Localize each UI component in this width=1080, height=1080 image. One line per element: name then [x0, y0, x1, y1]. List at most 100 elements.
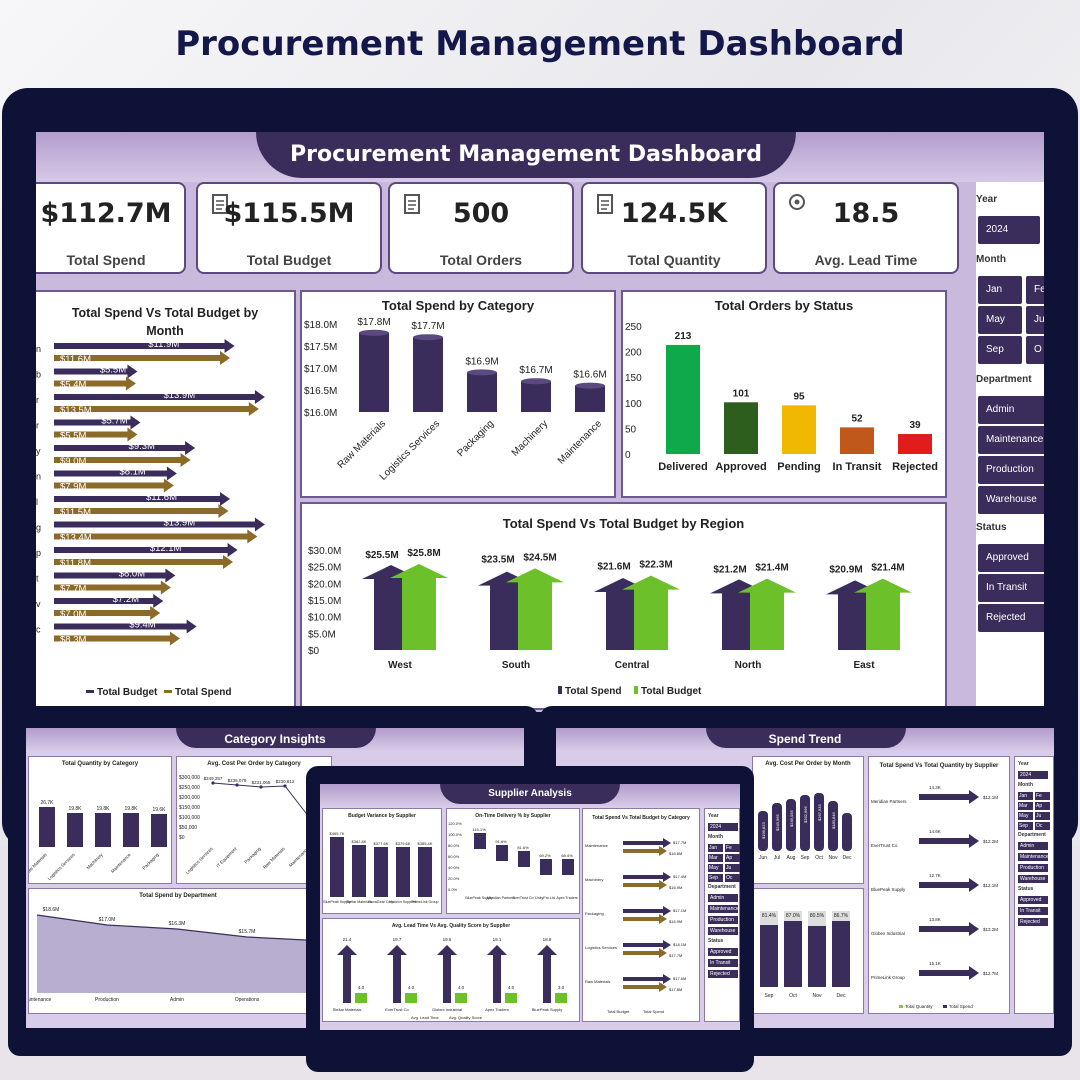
legend-budget-swatch — [634, 686, 638, 694]
slicer-status-in-transit[interactable]: In Transit — [978, 574, 1044, 602]
mini-arrow — [487, 945, 507, 1003]
mini-data-label: 81.4% — [762, 913, 777, 919]
spend-data-label: $11.8M — [60, 558, 91, 569]
mini-lead-svg: 21.4 4.0 Stellar Materials 19.7 4.0 EverTrust… — [333, 937, 567, 1020]
mini-slicer-button[interactable]: 2024 — [708, 823, 738, 831]
mini-slicer-button[interactable]: Jan — [1018, 792, 1033, 800]
mini-slicer-button[interactable]: Production — [1018, 864, 1048, 872]
slicer-year-label: Year — [976, 194, 998, 205]
mini-slicer-button[interactable]: Mar — [1018, 802, 1033, 810]
mini-legend-label: Total Spend — [643, 1009, 664, 1014]
mini-slicer-button[interactable]: Admin — [708, 894, 738, 902]
mini-tick-label: Dec — [837, 993, 846, 999]
mini-bar — [828, 801, 838, 851]
mini-tick-label: Raw Materials — [262, 846, 286, 870]
mini-slicer-button[interactable]: Warehouse — [708, 927, 738, 935]
inventory-icon — [595, 192, 617, 218]
slicer-dept-admin[interactable]: Admin — [978, 396, 1044, 424]
mini-slicer-button[interactable]: Rejected — [708, 970, 738, 978]
mini-data-label: $382.8K — [352, 839, 367, 844]
budget-arrow-bar — [506, 568, 564, 650]
mini-slicer-button[interactable]: Fe — [1035, 792, 1050, 800]
slicer-status-approved[interactable]: Approved — [978, 544, 1044, 572]
mini-slicer-button[interactable]: In Transit — [708, 959, 738, 967]
mini-slicer-button[interactable]: Maintenance — [708, 905, 739, 913]
mini-slicer-button[interactable]: Rejected — [1018, 918, 1048, 926]
mini-chart-title: Total Spend Vs Total Quantity by Supplie… — [879, 763, 999, 769]
mini-bar — [842, 813, 852, 851]
mini-slicer-button[interactable]: Oc — [725, 874, 740, 882]
mini-tick-label: Maintenance — [585, 843, 609, 848]
slicer-dept-warehouse[interactable]: Warehouse — [978, 486, 1044, 514]
slicer-department-label: Department — [976, 374, 1032, 385]
mini-slicer-button[interactable]: Sep — [708, 874, 723, 882]
slicer-month-ju[interactable]: Ju — [1026, 306, 1044, 334]
mini-slicer-button[interactable]: Ap — [725, 854, 740, 862]
mini-slicer-button[interactable]: Approved — [708, 948, 738, 956]
page-title: Procurement Management Dashboard — [175, 24, 905, 64]
slicer-month-may[interactable]: May — [978, 306, 1022, 334]
mini-slicer-button[interactable]: Oc — [1035, 822, 1050, 830]
mini-slicer-button[interactable]: Approved — [1018, 896, 1048, 904]
mini-slicer-button[interactable]: Admin — [1018, 842, 1048, 850]
mini-data-label: 19.6 — [443, 937, 452, 942]
slicer-month-fe[interactable]: Fe — [1026, 276, 1044, 304]
slicer-month-o[interactable]: O — [1026, 336, 1044, 364]
mini-slicer-button[interactable]: Jan — [708, 844, 723, 852]
mini-slicer-button[interactable]: Maintenance — [1018, 853, 1049, 861]
mini-tick-label: Jun — [759, 855, 767, 861]
budget-data-label: $25.8M — [407, 548, 440, 559]
mini-slicer-button[interactable]: May — [708, 864, 723, 872]
mini-tick-label: Apex Traders — [485, 1007, 509, 1012]
budget-data-label: $7.2M — [113, 594, 139, 605]
mini-slicer-button[interactable]: Ap — [1035, 802, 1050, 810]
panel-spend-by-category: Total Spend by Category $18.0M $17.5M $17.… — [300, 290, 616, 498]
mini-slicer-button[interactable]: Warehouse — [1018, 875, 1048, 883]
mini-slicer-button[interactable]: 2024 — [1018, 771, 1048, 779]
slicer-dept-maintenance[interactable]: Maintenance — [978, 426, 1044, 454]
mini-data-label: $12.2M — [983, 839, 998, 844]
slicer-month-sep[interactable]: Sep — [978, 336, 1022, 364]
budget-data-label: $8.0M — [119, 569, 145, 580]
y-tick-label: $15.0M — [308, 596, 341, 607]
y-tick-label: 200 — [625, 348, 642, 359]
clipboard-icon — [402, 192, 424, 218]
mini-slicer-button[interactable]: Fe — [725, 844, 740, 852]
mini-slicer-button[interactable]: Sep — [1018, 822, 1033, 830]
mini-tick-label: Meridian Partners — [871, 799, 907, 804]
mini-data-label: 69.2% — [539, 853, 551, 858]
mini-slicer-heading: Month — [708, 834, 723, 840]
kpi-value: 500 — [452, 198, 510, 229]
budget-data-label: $12.1M — [150, 543, 182, 554]
chart-title: Total Spend Vs Total Budget by Month — [71, 306, 259, 338]
mini-chart-title: Avg. Cost Per Order by Category — [207, 761, 301, 767]
slicer-month-jan[interactable]: Jan — [978, 276, 1022, 304]
mini-slicer-button[interactable]: Mar — [708, 854, 723, 862]
status-data-label: 213 — [675, 331, 692, 342]
mini-slicer-button[interactable]: In Transit — [1018, 907, 1048, 915]
mini-data-label: 115.1% — [472, 827, 486, 832]
budget-arrow-bar — [54, 466, 177, 481]
mini-data-label: 81.6% — [517, 845, 529, 850]
slicer-dept-production[interactable]: Production — [978, 456, 1044, 484]
mini-legend-swatch — [943, 1005, 947, 1008]
mini-slicer-button[interactable]: Production — [708, 916, 738, 924]
y-tick-label: $18.0M — [304, 320, 337, 331]
mini-tick-label: EverTrust Co — [385, 1007, 409, 1012]
mini-slicer-button[interactable]: Ju — [1035, 812, 1050, 820]
mini-tick-label: Oct — [789, 993, 797, 999]
mini-slicer-button[interactable]: Ju — [725, 864, 740, 872]
mini-tick-label: Packaging — [141, 852, 160, 871]
category-tick-label: Machinery — [510, 418, 550, 458]
y-tick-label: $20.0M — [308, 579, 341, 590]
y-tick-label: 0 — [625, 450, 631, 461]
slicer-year-2024[interactable]: 2024 — [978, 216, 1040, 244]
mini-arrow — [623, 880, 667, 890]
mini-data-label: 68.4% — [561, 853, 573, 858]
spend-data-label: $25.5M — [365, 550, 398, 561]
budget-arrow-bar — [54, 415, 141, 430]
month-tick-label: c — [36, 625, 41, 635]
category-bar — [359, 332, 389, 412]
mini-slicer-button[interactable]: May — [1018, 812, 1033, 820]
slicer-status-rejected[interactable]: Rejected — [978, 604, 1044, 632]
